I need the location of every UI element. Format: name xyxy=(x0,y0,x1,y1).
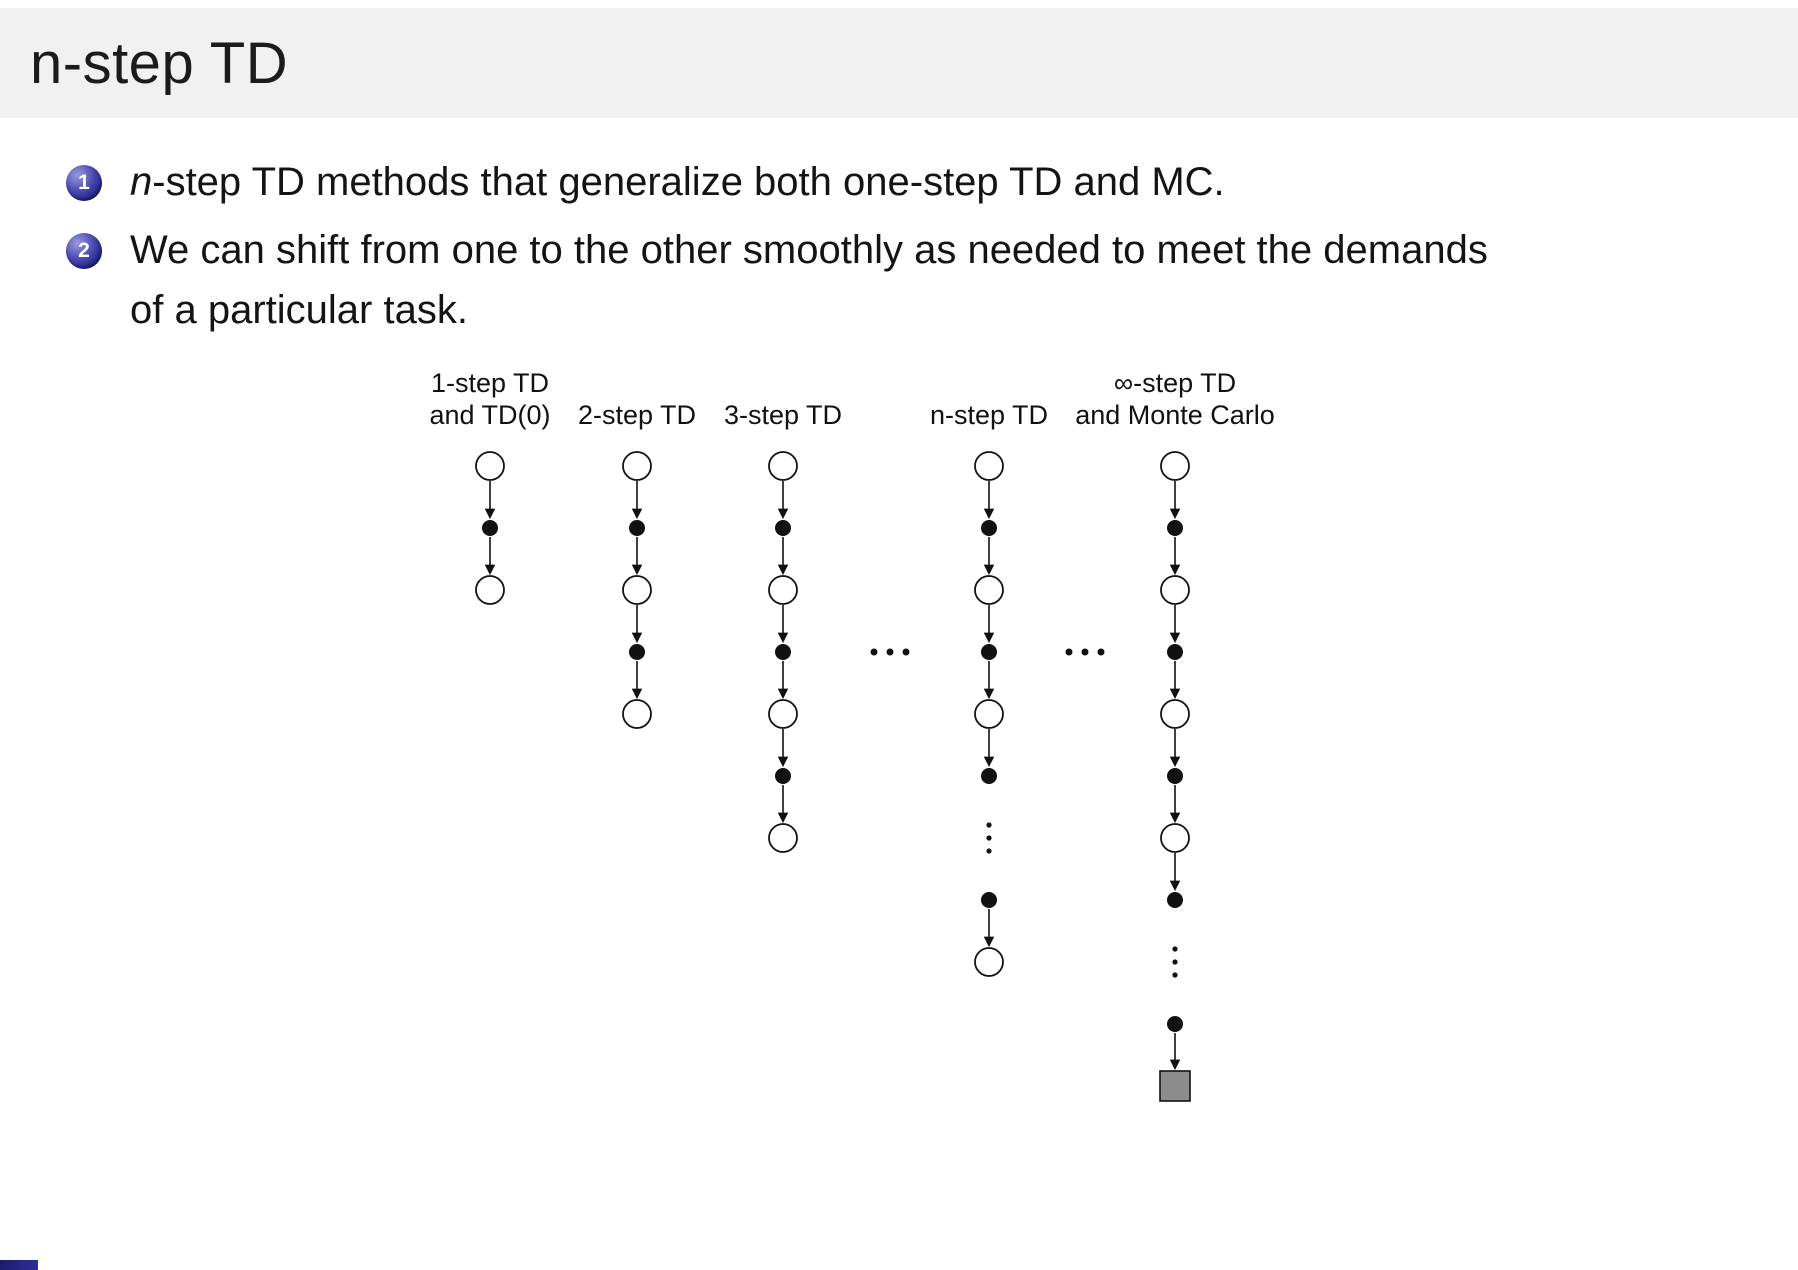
state-node xyxy=(622,699,652,729)
horizontal-ellipsis-dot xyxy=(886,648,894,656)
horizontal-ellipsis-dot xyxy=(1081,648,1089,656)
action-node xyxy=(1167,1016,1183,1032)
action-node xyxy=(482,520,498,536)
state-node xyxy=(974,947,1004,977)
action-node xyxy=(775,644,791,660)
bullet-text-body: We can shift from one to the other smoot… xyxy=(130,228,1488,332)
state-node xyxy=(768,451,798,481)
action-node xyxy=(981,644,997,660)
state-node xyxy=(768,575,798,605)
page-title: n-step TD xyxy=(30,30,289,96)
state-node xyxy=(1160,699,1190,729)
bullet-item: 2 We can shift from one to the other smo… xyxy=(66,220,1526,340)
vertical-ellipsis-dot xyxy=(986,848,992,854)
terminal-state-node xyxy=(1159,1070,1191,1102)
vertical-ellipsis-dot xyxy=(986,835,992,841)
bullet-number-badge: 2 xyxy=(66,233,102,269)
state-node xyxy=(475,575,505,605)
action-node xyxy=(1167,892,1183,908)
action-node xyxy=(629,520,645,536)
action-node xyxy=(1167,768,1183,784)
italic-lead: n xyxy=(130,160,153,204)
state-node xyxy=(622,451,652,481)
state-node xyxy=(475,451,505,481)
action-node xyxy=(1167,644,1183,660)
horizontal-ellipsis-dot xyxy=(902,648,910,656)
action-node xyxy=(775,768,791,784)
state-node xyxy=(1160,451,1190,481)
horizontal-ellipsis-dot xyxy=(870,648,878,656)
bullet-number-badge: 1 xyxy=(66,165,102,201)
action-node xyxy=(1167,520,1183,536)
action-node xyxy=(981,892,997,908)
vertical-ellipsis-dot xyxy=(1172,972,1178,978)
column-label: 1-step TD xyxy=(431,368,549,398)
action-node xyxy=(981,768,997,784)
footer-accent-bar xyxy=(0,1260,38,1270)
column-label: 3-step TD xyxy=(724,400,842,430)
column-label: and TD(0) xyxy=(429,400,550,430)
horizontal-ellipsis-dot xyxy=(1065,648,1073,656)
action-node xyxy=(629,644,645,660)
state-node xyxy=(974,699,1004,729)
vertical-ellipsis-dot xyxy=(1172,946,1178,952)
state-node xyxy=(768,699,798,729)
bullet-item: 1 n-step TD methods that generalize both… xyxy=(66,152,1526,212)
action-node xyxy=(775,520,791,536)
vertical-ellipsis-dot xyxy=(986,822,992,828)
state-node xyxy=(974,575,1004,605)
state-node xyxy=(1160,575,1190,605)
action-node xyxy=(981,520,997,536)
bullet-list: 1 n-step TD methods that generalize both… xyxy=(66,152,1526,348)
state-node xyxy=(768,823,798,853)
state-node xyxy=(1160,823,1190,853)
bullet-text: We can shift from one to the other smoot… xyxy=(130,220,1526,340)
state-node xyxy=(622,575,652,605)
header-bar: n-step TD xyxy=(0,8,1798,118)
bullet-text: n-step TD methods that generalize both o… xyxy=(130,152,1225,212)
state-node xyxy=(974,451,1004,481)
bullet-text-body: -step TD methods that generalize both on… xyxy=(152,160,1225,204)
column-label: n-step TD xyxy=(930,400,1048,430)
column-label: and Monte Carlo xyxy=(1075,400,1275,430)
column-label: 2-step TD xyxy=(578,400,696,430)
horizontal-ellipsis-dot xyxy=(1097,648,1105,656)
vertical-ellipsis-dot xyxy=(1172,959,1178,965)
column-label: ∞-step TD xyxy=(1114,368,1236,398)
